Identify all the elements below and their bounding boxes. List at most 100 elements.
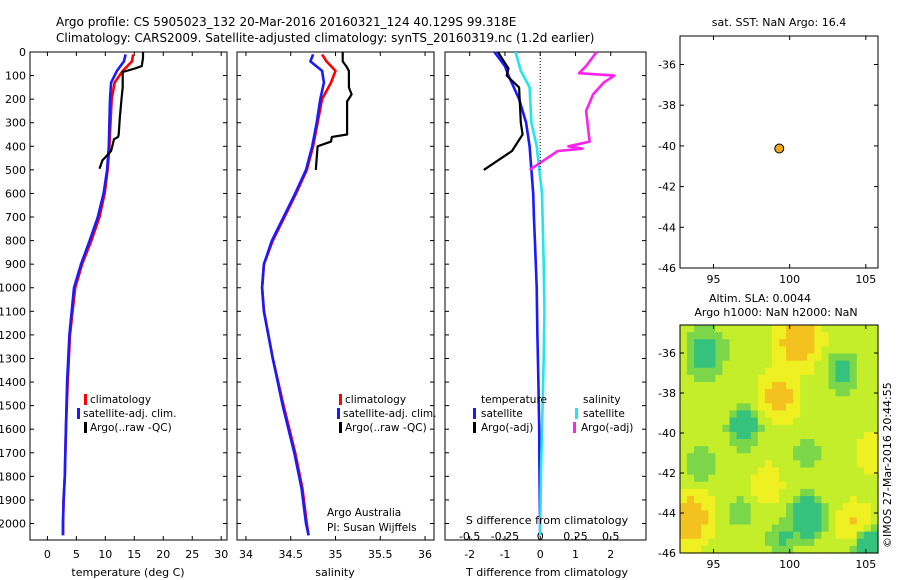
heatmap-cell <box>729 545 738 554</box>
heatmap-cell <box>715 545 724 554</box>
heatmap-cell <box>828 538 837 547</box>
heatmap-cell <box>779 545 787 554</box>
heatmap-cell <box>779 481 787 490</box>
heatmap-cell <box>736 460 745 469</box>
heatmap-cell <box>708 503 716 511</box>
map-x-tick-label: 105 <box>855 558 876 571</box>
heatmap-cell <box>821 360 830 369</box>
heatmap-cell <box>729 396 738 404</box>
heatmap-cell <box>708 332 716 340</box>
heatmap-cell <box>807 374 815 383</box>
heatmap-cell <box>687 396 695 404</box>
heatmap-cell <box>849 424 858 433</box>
heatmap-cell <box>870 446 879 454</box>
heatmap-cell <box>779 403 787 412</box>
heatmap-cell <box>863 460 872 469</box>
heatmap-cell <box>715 481 724 490</box>
depth-tick-label: 1600 <box>0 423 26 436</box>
heatmap-cell <box>807 382 815 390</box>
heatmap-cell <box>708 325 716 333</box>
x-tick-label: 35.5 <box>368 548 393 561</box>
heatmap-cell <box>821 488 830 497</box>
heatmap-cell <box>870 353 879 362</box>
heatmap-cell <box>835 325 844 333</box>
heatmap-cell <box>694 496 702 504</box>
heatmap-cell <box>849 460 858 469</box>
heatmap-cell <box>856 396 865 404</box>
heatmap-cell <box>708 524 716 533</box>
heatmap-cell <box>708 424 716 433</box>
heatmap-cell <box>687 339 695 347</box>
x2-tick-label: 0 <box>537 530 544 543</box>
heatmap-cell <box>842 374 851 383</box>
heatmap-cell <box>856 488 865 497</box>
heatmap-cell <box>764 417 773 426</box>
heatmap-cell <box>835 517 844 526</box>
heatmap-cell <box>764 517 773 526</box>
heatmap-cell <box>814 396 823 404</box>
heatmap-cell <box>736 481 745 490</box>
heatmap-cell <box>701 446 709 454</box>
heatmap-cell <box>722 481 731 490</box>
heatmap-cell <box>729 353 738 362</box>
heatmap-cell <box>750 431 759 440</box>
heatmap-cell <box>786 382 794 390</box>
heatmap-cell <box>849 346 858 355</box>
heatmap-cell <box>842 467 851 476</box>
heatmap-cell <box>701 389 709 397</box>
heatmap-cell <box>750 382 759 390</box>
heatmap-cell <box>708 360 716 369</box>
heatmap-cell <box>814 410 823 419</box>
heatmap-cell <box>800 417 808 426</box>
heatmap-cell <box>807 517 815 526</box>
heatmap-cell <box>757 339 766 347</box>
heatmap-cell <box>715 382 724 390</box>
heatmap-cell <box>701 481 709 490</box>
heatmap-cell <box>793 446 801 454</box>
heatmap-cell <box>729 332 738 340</box>
heatmap-cell <box>800 488 808 497</box>
heatmap-cell <box>856 382 865 390</box>
heatmap-cell <box>870 346 879 355</box>
heatmap-cell <box>680 325 688 333</box>
heatmap-cell <box>786 488 794 497</box>
heatmap-cell <box>715 374 724 383</box>
heatmap-cell <box>793 346 801 355</box>
heatmap-cell <box>835 410 844 419</box>
heatmap-cell <box>863 531 872 540</box>
heatmap-cell <box>814 488 823 497</box>
heatmap-cell <box>736 325 745 333</box>
heatmap-cell <box>807 524 815 533</box>
heatmap-cell <box>779 517 787 526</box>
heatmap-cell <box>722 488 731 497</box>
heatmap-cell <box>814 417 823 426</box>
heatmap-cell <box>828 524 837 533</box>
heatmap-cell <box>764 367 773 376</box>
heatmap-cell <box>694 367 702 376</box>
heatmap-cell <box>821 332 830 340</box>
map-y-tick-label: -36 <box>658 58 676 71</box>
heatmap-cell <box>863 496 872 504</box>
heatmap-cell <box>764 439 773 447</box>
heatmap-cell <box>835 332 844 340</box>
heatmap-cell <box>842 389 851 397</box>
map-y-tick-label: -46 <box>658 547 676 560</box>
heatmap-cell <box>821 396 830 404</box>
heatmap-cell <box>694 396 702 404</box>
heatmap-cell <box>715 417 724 426</box>
heatmap-cell <box>743 403 752 412</box>
heatmap-cell <box>757 467 766 476</box>
heatmap-cell <box>680 538 688 547</box>
x-tick-label: 5 <box>73 548 80 561</box>
heatmap-cell <box>757 410 766 419</box>
heatmap-cell <box>786 410 794 419</box>
heatmap-cell <box>736 496 745 504</box>
heatmap-cell <box>764 481 773 490</box>
heatmap-cell <box>694 431 702 440</box>
heatmap-cell <box>687 367 695 376</box>
heatmap-cell <box>715 439 724 447</box>
heatmap-cell <box>757 325 766 333</box>
heatmap-cell <box>835 439 844 447</box>
heatmap-cell <box>849 410 858 419</box>
heatmap-cell <box>764 346 773 355</box>
